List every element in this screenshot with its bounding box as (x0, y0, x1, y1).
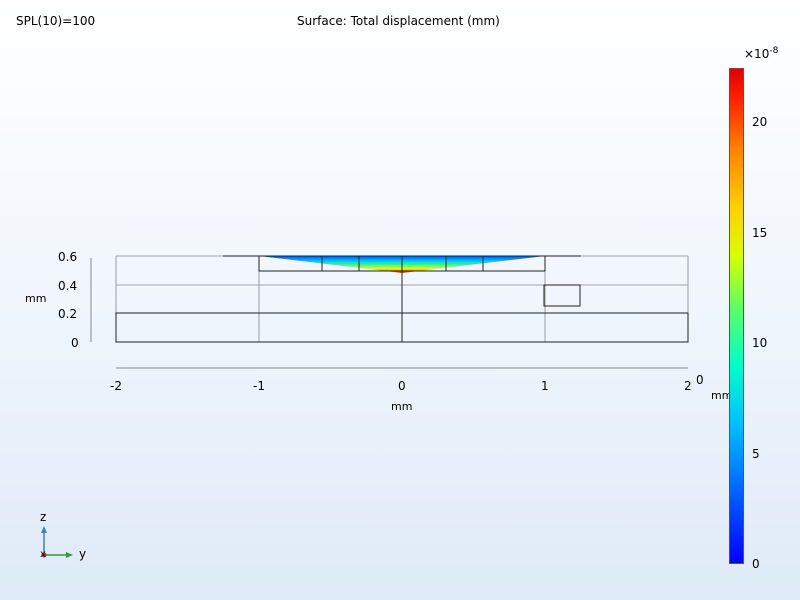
colorbar-tick: 15 (752, 226, 768, 240)
z-axis-unit: mm (25, 292, 47, 305)
x-axis-unit: mm (711, 389, 733, 402)
y-tick-label: -1 (253, 379, 265, 393)
colorbar-tick: 5 (752, 447, 760, 461)
triad-y-arrowhead (66, 552, 73, 558)
parameter-label: SPL(10)=100 (16, 14, 96, 28)
x-tick-label: 0 (696, 373, 704, 387)
colorbar-tick: 10 (752, 336, 768, 350)
y-tick-label: -2 (110, 379, 122, 393)
triad-z-arrowhead (41, 526, 47, 533)
colorbar (729, 68, 744, 564)
axis-triad (41, 526, 73, 558)
triad-x-label: x (40, 549, 46, 560)
z-tick-label: 0.2 (58, 307, 78, 321)
y-tick-label: 0 (398, 379, 406, 393)
y-tick-label: 2 (684, 379, 692, 393)
colorbar-tick: 0 (752, 557, 760, 571)
colorbar-exponent: ×10-8 (744, 46, 779, 61)
colorbar-tick: 20 (752, 115, 768, 129)
z-tick-label: 0.4 (58, 279, 78, 293)
plot-title: Surface: Total displacement (mm) (297, 14, 500, 28)
y-axis-unit: mm (391, 400, 413, 413)
triad-y-label: y (79, 547, 87, 561)
triad-z-label: z (40, 510, 47, 524)
z-tick-label: 0 (71, 336, 79, 350)
geometry-domains (115, 255, 689, 343)
triad-x-dot (41, 552, 47, 558)
z-tick-label: 0.6 (58, 250, 78, 264)
y-tick-label: 1 (541, 379, 549, 393)
